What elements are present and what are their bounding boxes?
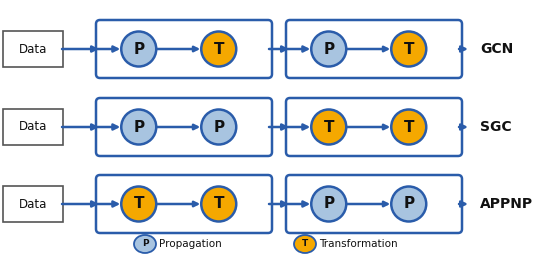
Circle shape	[201, 31, 236, 67]
Text: Data: Data	[19, 42, 47, 56]
Text: T: T	[302, 240, 308, 248]
Text: T: T	[213, 197, 224, 212]
Text: GCN: GCN	[480, 42, 513, 56]
Text: P: P	[213, 119, 224, 135]
Text: T: T	[404, 41, 414, 56]
Circle shape	[121, 109, 156, 145]
Circle shape	[391, 31, 426, 67]
FancyBboxPatch shape	[3, 31, 63, 67]
Text: P: P	[323, 41, 335, 56]
Text: P: P	[403, 197, 415, 212]
Text: T: T	[404, 119, 414, 135]
Circle shape	[311, 186, 346, 221]
Circle shape	[121, 31, 156, 67]
Text: APPNP: APPNP	[480, 197, 533, 211]
Circle shape	[201, 109, 236, 145]
Circle shape	[201, 186, 236, 221]
Circle shape	[121, 186, 156, 221]
Text: Data: Data	[19, 198, 47, 211]
Text: P: P	[323, 197, 335, 212]
Text: T: T	[213, 41, 224, 56]
FancyBboxPatch shape	[3, 186, 63, 222]
Text: T: T	[133, 197, 144, 212]
Ellipse shape	[134, 235, 156, 253]
Text: T: T	[324, 119, 334, 135]
Text: Transformation: Transformation	[319, 239, 398, 249]
Ellipse shape	[294, 235, 316, 253]
Text: P: P	[141, 240, 149, 248]
Circle shape	[391, 186, 426, 221]
Circle shape	[311, 109, 346, 145]
Text: Data: Data	[19, 120, 47, 134]
Circle shape	[311, 31, 346, 67]
Text: P: P	[133, 119, 144, 135]
Circle shape	[391, 109, 426, 145]
Text: P: P	[133, 41, 144, 56]
FancyBboxPatch shape	[3, 109, 63, 145]
Text: Propagation: Propagation	[159, 239, 222, 249]
Text: SGC: SGC	[480, 120, 511, 134]
